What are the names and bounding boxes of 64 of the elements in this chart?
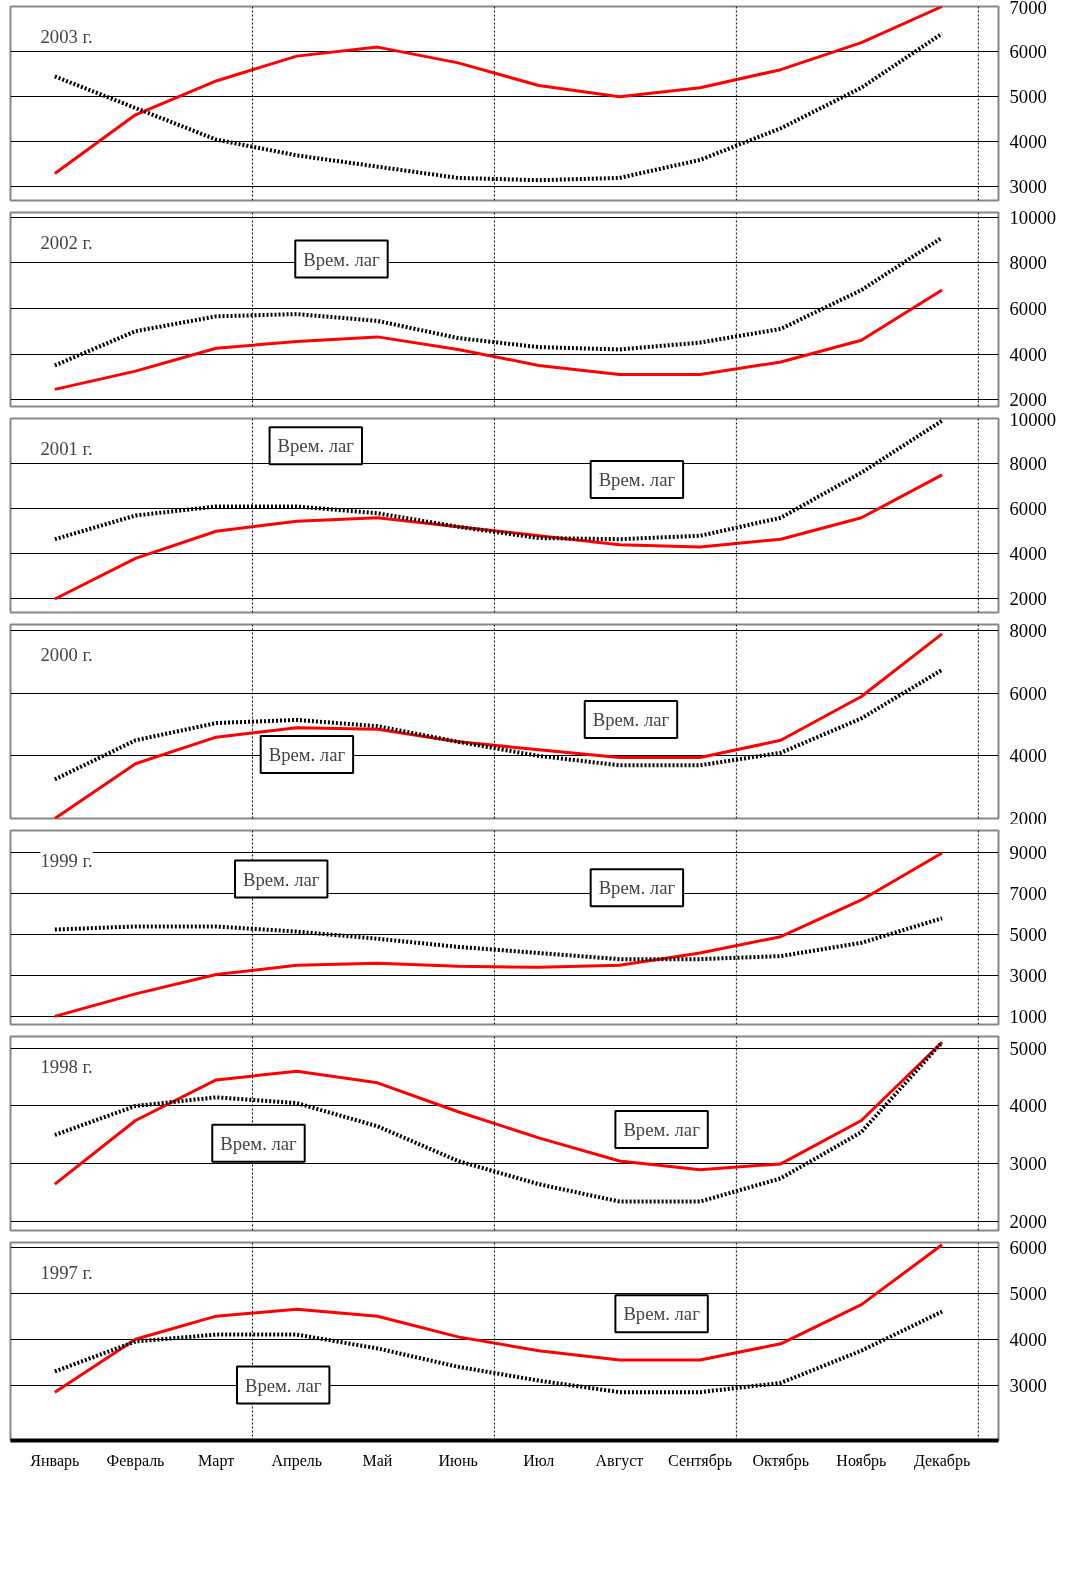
y-tick-label: 2000 <box>1009 807 1047 829</box>
y-tick-label: 2000 <box>1009 588 1047 610</box>
y-tick-label: 6000 <box>1009 682 1047 704</box>
y-tick-label: 4000 <box>1009 1095 1047 1117</box>
text: 1999 г. <box>40 849 93 871</box>
annotation: Врем. лаг <box>243 868 320 890</box>
y-tick-label: 5000 <box>1009 1037 1047 1059</box>
y-tick-label: 8000 <box>1009 252 1047 274</box>
y-tick-label: 4000 <box>1009 343 1047 365</box>
x-tick-label: Январь <box>30 1451 80 1470</box>
x-tick-label: Сентябрь <box>668 1451 733 1470</box>
annotation: Врем. лаг <box>220 1132 298 1154</box>
x-tick-label: Ноябрь <box>836 1451 887 1470</box>
annotation: Врем. лаг <box>303 248 381 270</box>
y-tick-label: 8000 <box>1009 453 1047 475</box>
y-tick-label: 6000 <box>1009 498 1047 520</box>
y-tick-label: 4000 <box>1009 1328 1047 1350</box>
y-tick-label: 7000 <box>1009 883 1047 905</box>
annotation: Врем. лаг <box>598 468 676 490</box>
y-tick-label: 5000 <box>1009 1282 1047 1304</box>
annotation: Врем. лаг <box>268 743 346 765</box>
y-tick-label: 3000 <box>1009 1374 1047 1396</box>
x-tick-label: Август <box>595 1451 644 1470</box>
y-tick-label: 2000 <box>1009 389 1047 411</box>
x-tick-label: Октябрь <box>752 1451 810 1470</box>
x-tick-label: Декабрь <box>913 1451 971 1470</box>
y-tick-label: 8000 <box>1009 620 1047 642</box>
y-tick-label: 1000 <box>1009 1005 1047 1027</box>
y-tick-label: 6000 <box>1009 297 1047 319</box>
line-series <box>53 288 944 391</box>
x-tick-label: Февраль <box>106 1451 165 1470</box>
y-tick-label: 4000 <box>1009 131 1047 153</box>
line-series <box>53 473 944 601</box>
x-tick-label: Апрель <box>271 1451 323 1470</box>
annotation: Врем. лаг <box>277 435 355 457</box>
y-tick-label: 3000 <box>1009 1153 1047 1175</box>
x-tick-label: Июнь <box>438 1451 478 1469</box>
text: 2003 г. <box>40 25 93 47</box>
text: 1997 г. <box>40 1261 93 1283</box>
text: 2000 г. <box>40 643 93 665</box>
annotation: Врем. лаг <box>244 1374 322 1396</box>
y-tick-label: 10000 <box>1009 408 1057 430</box>
y-tick-label: 4000 <box>1009 745 1047 767</box>
y-tick-label: 5000 <box>1009 924 1047 946</box>
text: 1998 г. <box>40 1055 93 1077</box>
y-tick-label: 2000 <box>1009 1211 1047 1233</box>
y-tick-label: 6000 <box>1009 1236 1047 1258</box>
y-tick-label: 7000 <box>1009 0 1047 18</box>
annotation: Врем. лаг <box>623 1119 701 1141</box>
y-tick-label: 4000 <box>1009 543 1047 565</box>
annotation: Врем. лаг <box>592 709 670 731</box>
text: 2002 г. <box>40 231 93 253</box>
annotation: Врем. лаг <box>623 1303 701 1325</box>
y-tick-label: 6000 <box>1009 41 1047 63</box>
x-tick-label: Июл <box>523 1451 555 1469</box>
x-tick-label: Май <box>362 1451 393 1469</box>
annotation: Врем. лаг <box>598 877 676 899</box>
text: 2001 г. <box>40 437 93 459</box>
y-tick-label: 9000 <box>1009 842 1047 864</box>
y-tick-label: 5000 <box>1009 86 1047 108</box>
y-tick-label: 3000 <box>1009 176 1047 198</box>
y-tick-label: 3000 <box>1009 964 1047 986</box>
x-tick-label: Март <box>198 1451 235 1470</box>
y-tick-label: 10000 <box>1009 206 1057 228</box>
